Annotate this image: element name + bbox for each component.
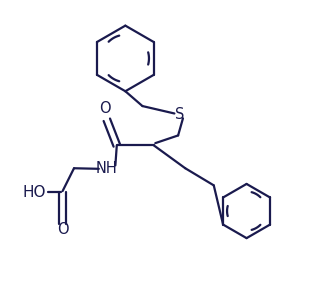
Text: HO: HO	[22, 185, 46, 200]
Text: S: S	[175, 107, 184, 122]
Text: NH: NH	[96, 161, 118, 176]
Text: O: O	[99, 101, 111, 116]
Text: O: O	[57, 222, 68, 237]
